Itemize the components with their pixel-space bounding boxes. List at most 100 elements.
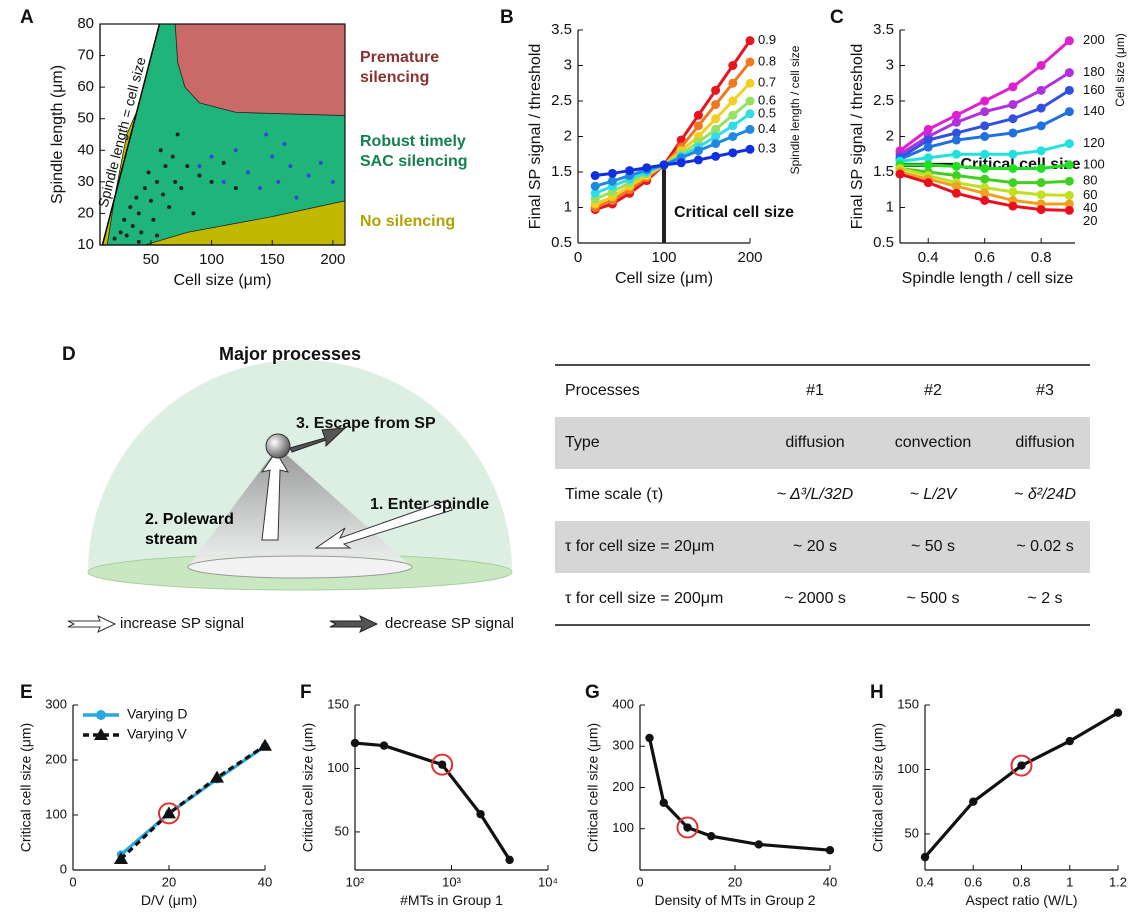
y-tick-label: 1 [886,198,894,215]
marker [1008,128,1018,138]
table-header: Processes [565,382,640,399]
table-header: #1 [806,382,824,399]
y-axis-label: Spindle length (μm) [49,65,66,204]
marker [711,132,721,141]
marker [693,155,703,165]
y-axis-label: Critical cell size (μm) [585,723,601,852]
scatter-point [142,186,147,191]
plot-area [101,24,345,245]
panel-label: A [20,7,34,28]
series-label: 60 [1083,187,1097,202]
marker [1036,121,1046,131]
marker [1036,146,1046,156]
table-cell: ~ L/2V [910,486,958,503]
marker [728,110,738,120]
x-tick-label: 100 [651,249,676,266]
y-tick-label: 70 [77,47,94,64]
chart-panel: 0 20 40 0 100 200 300 D/V (μm) Critical cell siz… [18,696,273,907]
series-label: 200 [1083,32,1105,47]
marker [1008,149,1018,159]
table-cell: diffusion [1015,434,1074,451]
highlight-ring [158,802,180,825]
marker [711,151,721,161]
table-cell: ~ 20 s [793,538,837,555]
diagram-label: 2. Poleward stream [145,511,234,548]
marker [162,806,176,819]
reference-line [101,24,161,245]
scatter-point [270,154,275,159]
scatter-point [221,160,226,165]
marker [745,124,755,134]
marker [711,85,721,95]
series-line [594,128,751,188]
diagram-title: Major processes [219,344,361,364]
table-cell: ~ Δ³/L/32D [777,486,854,503]
scatter-point [151,217,156,222]
series-label: 180 [1083,64,1105,79]
scatter-point [191,211,196,216]
legend-label: Varying V [127,726,187,742]
y-tick-label: 3 [564,56,572,73]
marker [1008,114,1018,124]
marker [728,96,738,106]
marker [1036,85,1046,95]
y-tick-label: 1 [564,198,572,215]
series-label: 0.3 [758,141,776,156]
marker [980,195,990,205]
series-line [594,82,752,206]
x-tick-label: 20 [162,874,176,889]
scatter-point [148,198,153,203]
marker [745,109,755,119]
marker [923,178,933,188]
marker [951,128,961,138]
y-tick-label: 0.5 [873,234,894,251]
x-axis-label: Aspect ratio (W/L) [965,892,1077,908]
panel-label: D [62,344,76,365]
legend-marker [94,728,108,740]
marker [951,135,961,145]
scatter-point [136,211,141,216]
panel-label: E [20,682,33,703]
marker [1008,187,1018,197]
scatter-point [155,179,160,184]
poleward-arrow [260,451,290,541]
marker [951,188,961,198]
scatter-point [112,236,117,241]
marker [969,797,978,806]
panel-label: C [830,7,844,28]
marker [114,852,128,864]
scatter-point [294,195,299,200]
marker [923,124,933,134]
marker [476,809,485,819]
table-header: #2 [924,382,942,399]
marker [951,149,961,159]
marker [728,148,738,158]
marker [711,100,721,110]
x-axis-label: Density of MTs in Group 2 [654,892,815,908]
marker [693,146,703,156]
y-axis-label: Critical cell size (μm) [18,723,34,852]
y-tick-label: 50 [335,823,349,838]
x-tick-label: 40 [823,874,837,889]
marker [1036,205,1046,215]
chart-panel: 0.4 0.6 0.8 1 1.2 50 100 150 Aspect ratio (W/L) C… [870,696,1127,907]
marker [1065,736,1074,746]
series-line [923,711,1119,859]
scatter-point [233,148,238,153]
scatter-point [318,160,323,165]
x-tick-label: 0.4 [916,874,934,889]
x-tick-label: 0.6 [964,874,982,889]
series-label: 80 [1083,173,1097,188]
legend-arrow-white [67,615,117,633]
table-row-shade [555,417,1090,469]
chart-panel: 0 20 40 100 200 300 400 Density of MTs in Group… [585,696,838,907]
chart-panel: 0 100 200 0.5 1 1.5 2 2.5 3 3.5 Cell size (μm) Fina… [527,21,802,287]
scatter-point [264,132,269,137]
y-tick-label: 50 [77,110,94,127]
x-tick-label: 100 [199,251,224,268]
x-tick-label: 0 [69,874,76,889]
marker [1017,761,1026,770]
y-tick-label: 2 [886,127,894,144]
scatter-point [128,205,133,210]
spindle-base [187,555,413,579]
